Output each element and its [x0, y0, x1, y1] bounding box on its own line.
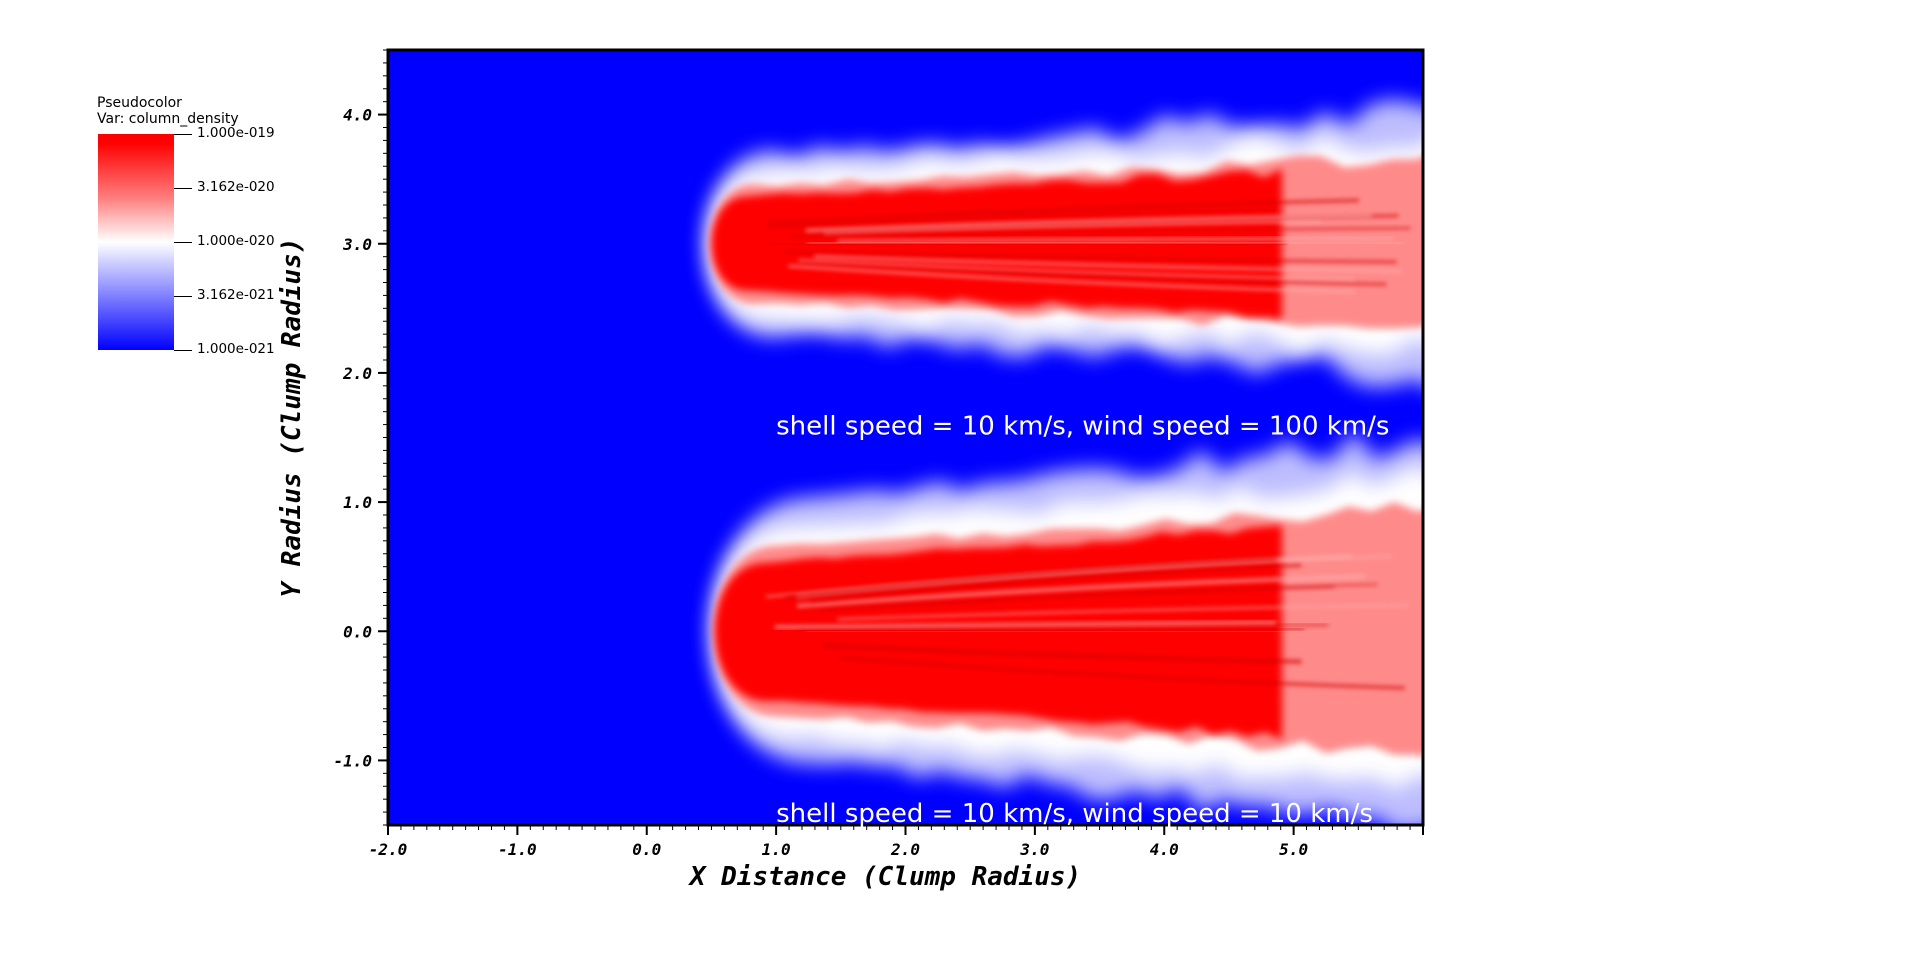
- clump: [711, 431, 1423, 825]
- legend-title-plot-type: Pseudocolor: [97, 95, 182, 111]
- clump-streak: [823, 219, 1321, 235]
- x-tick-label: 0.0: [632, 840, 661, 859]
- annotation-bottom-clump: shell speed = 10 km/s, wind speed = 10 k…: [776, 799, 1373, 829]
- clump-streak: [796, 583, 1378, 611]
- clump-streak: [796, 574, 1366, 609]
- clump-streak: [805, 213, 1372, 233]
- y-tick-label: 0.0: [343, 622, 372, 641]
- clump-streak: [837, 603, 1410, 621]
- x-tick-label: 4.0: [1150, 840, 1179, 859]
- colorbar-label-max: 1.000e-019: [197, 125, 275, 141]
- legend-title: Pseudocolor Var: column_density: [97, 95, 239, 127]
- clump-streak: [820, 585, 1335, 612]
- colorbar-tick: [174, 350, 192, 351]
- colorbar-tick: [174, 134, 192, 135]
- x-tick-label: 1.0: [762, 840, 791, 859]
- colorbar-label-min: 1.000e-021: [197, 341, 275, 357]
- clump-streak: [767, 208, 1278, 230]
- y-tick-label: 3.0: [342, 235, 372, 254]
- clump-streak: [790, 226, 1411, 238]
- clump-streak: [799, 260, 1387, 286]
- legend-title-variable: Var: column_density: [97, 111, 239, 127]
- clump-streak: [774, 619, 1277, 630]
- y-tick-label: -1.0: [333, 751, 372, 770]
- y-tick-label: 2.0: [342, 364, 372, 383]
- x-tick-label: -1.0: [498, 840, 537, 859]
- colorbar-label: 1.000e-020: [197, 233, 275, 249]
- clump-streak: [837, 236, 1394, 243]
- colorbar: [98, 134, 174, 350]
- clump-streak: [766, 198, 1360, 226]
- clumps-layer: [705, 99, 1423, 825]
- annotation-top-clump: shell speed = 10 km/s, wind speed = 100 …: [776, 412, 1389, 442]
- clump-streak: [809, 563, 1302, 603]
- clump-streak: [823, 642, 1302, 665]
- colorbar-label: 3.162e-021: [197, 287, 275, 303]
- clump-streak: [798, 258, 1355, 281]
- colorbar-label: 3.162e-020: [197, 179, 275, 195]
- colorbar-tick: [174, 188, 192, 189]
- colorbar-tick: [174, 296, 192, 297]
- clump-streak: [788, 264, 1356, 294]
- axes: -2.0 -1.0 0.0 1.0 2.0 3.0 4.0 5.0 -1.0 0.0 1.0 2.0 3…: [333, 49, 1424, 859]
- clump-streak: [839, 655, 1405, 690]
- x-tick-label: 3.0: [1019, 840, 1049, 859]
- x-axis-title: X Distance (Clump Radius): [688, 862, 1081, 892]
- y-tick-label: 4.0: [343, 106, 372, 125]
- x-tick-label: -2.0: [369, 840, 408, 859]
- clump: [705, 99, 1423, 388]
- x-tick-label: 2.0: [890, 840, 920, 859]
- x-tick-label: 5.0: [1279, 840, 1308, 859]
- colorbar-tick: [174, 242, 192, 243]
- clump-streak: [785, 556, 1277, 601]
- clump-streak: [784, 250, 1397, 264]
- y-tick-label: 1.0: [343, 493, 372, 512]
- y-axis-title: Y Radius (Clump Radius): [277, 237, 307, 597]
- clump-streak: [813, 254, 1402, 273]
